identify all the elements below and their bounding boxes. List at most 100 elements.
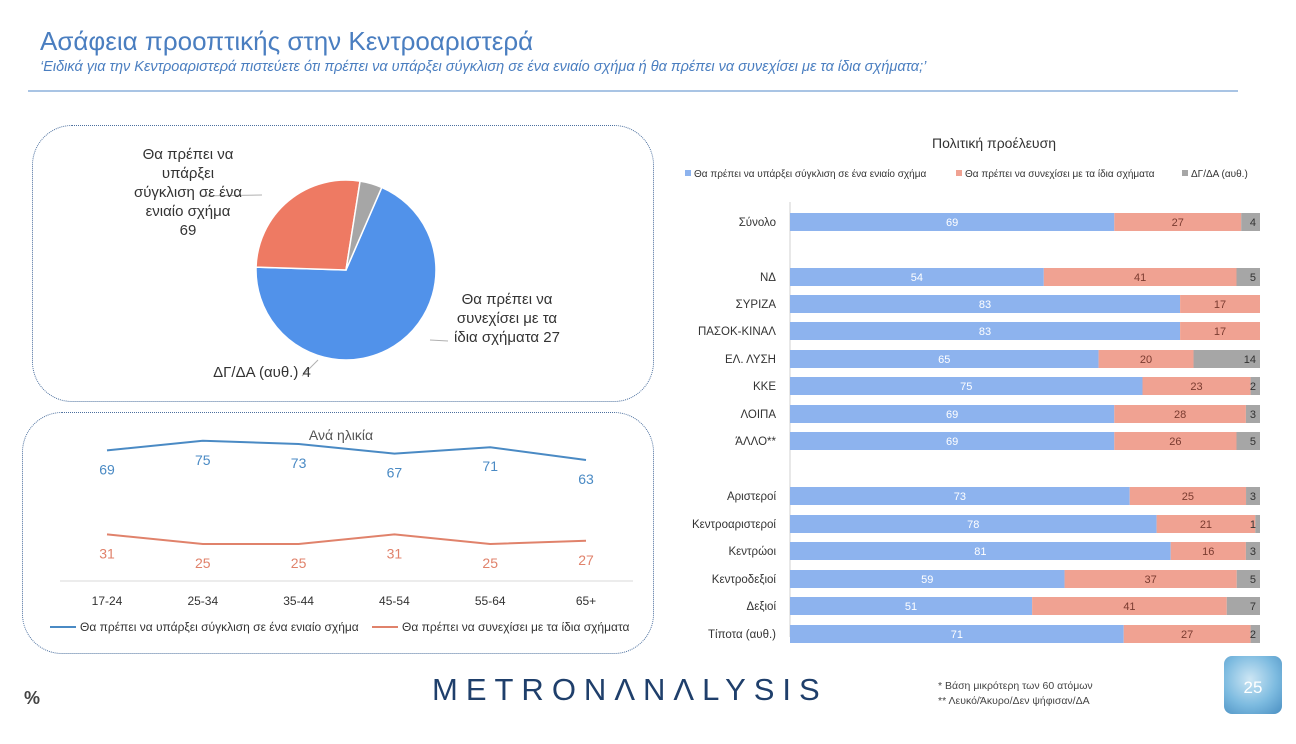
bar-segment (1142, 377, 1251, 395)
bar-segment (1236, 570, 1260, 588)
x-tick-label: 65+ (576, 594, 596, 608)
page-title: Ασάφεια προοπτικής στην Κεντροαριστερά (40, 26, 534, 56)
bar-segment (1180, 322, 1260, 340)
x-tick-label: 17-24 (92, 594, 123, 608)
page-number-badge: 25 (1224, 656, 1282, 714)
bar-segment (790, 432, 1115, 450)
bar-segment (1129, 487, 1247, 505)
legend-label: Θα πρέπει να υπάρξει σύγκλιση σε ένα ενι… (694, 168, 926, 180)
bar-value-label: 69 (946, 436, 958, 448)
data-label: 25 (195, 555, 211, 571)
bar-value-label: 41 (1134, 272, 1146, 284)
bar-value-label: 17 (1214, 299, 1226, 311)
pie-slice (255, 186, 437, 361)
row-label: Δεξιοί (747, 601, 777, 613)
legend-label: Θα πρέπει να υπάρξει σύγκλιση σε ένα ενι… (80, 620, 359, 634)
bar-value-label: 41 (1123, 601, 1135, 613)
row-label: ΛΟΙΠΑ (740, 409, 776, 421)
bar-value-label: 17 (1214, 326, 1226, 338)
pie-leader-line (301, 359, 319, 377)
pie-slice-label: Θα πρέπει να υπάρξει σύγκλιση σε ένα ενιαίο… (134, 146, 242, 239)
pie-chart: Θα πρέπει να υπάρξει σύγκλιση σε ένα ενιαίο… (134, 146, 560, 381)
data-label: 31 (99, 545, 115, 561)
row-label: ΝΔ (760, 272, 776, 284)
bar-value-label: 69 (946, 217, 958, 229)
page-number: 25 (1243, 678, 1263, 697)
bar-segment (1114, 405, 1246, 423)
bar-value-label: 28 (1174, 409, 1186, 421)
legend-label: Θα πρέπει να συνεχίσει με τα ίδια σχήματ… (402, 620, 630, 634)
legend-swatch (685, 170, 691, 176)
bar-segment (1236, 432, 1260, 450)
bar-value-label: 51 (905, 601, 917, 613)
pie-slice-label: ΔΓ/ΔΑ (αυθ.) 4 (213, 364, 311, 381)
bar-segment (1255, 515, 1260, 533)
pie-slice-label: Θα πρέπει να συνεχίσει με τα ίδια σχήματα … (454, 291, 560, 346)
bar-value-label: 7 (1250, 601, 1256, 613)
bar-segment (790, 515, 1157, 533)
bar-value-label: 3 (1250, 491, 1256, 503)
bar-value-label: 5 (1250, 574, 1256, 586)
pie-chart-panel (32, 125, 654, 402)
bar-value-label: 26 (1169, 436, 1181, 448)
footnote-blank: ** Λευκό/Άκυρο/Δεν ψήφισαν/ΔΑ (938, 695, 1090, 707)
bar-segment (1114, 213, 1242, 231)
series-line (106, 533, 587, 546)
data-label: 63 (578, 471, 594, 487)
data-label: 67 (387, 465, 403, 481)
row-label: ΣΥΡΙΖΑ (736, 299, 777, 311)
row-label: ΆΛΛΟ** (735, 436, 776, 448)
bar-value-label: 14 (1244, 354, 1256, 366)
bar-value-label: 27 (1181, 629, 1193, 641)
bar-segment (1098, 350, 1194, 368)
data-label: 71 (482, 458, 498, 474)
pie-leader-line (199, 194, 263, 197)
data-label: 31 (387, 545, 403, 561)
x-tick-label: 35-44 (283, 594, 314, 608)
bar-segment (1064, 570, 1237, 588)
x-tick-label: 25-34 (187, 594, 218, 608)
bar-segment (790, 213, 1115, 231)
data-label: 25 (291, 555, 307, 571)
bar-value-label: 16 (1202, 546, 1214, 558)
bar-value-label: 78 (967, 519, 979, 531)
bar-segment (790, 487, 1130, 505)
metron-analysis-logo: METRONΛNΛLYSIS (432, 672, 828, 707)
bar-segment (1114, 432, 1237, 450)
bar-value-label: 71 (951, 629, 963, 641)
bar-segment (790, 295, 1181, 313)
bar-value-label: 69 (946, 409, 958, 421)
bar-segment (1193, 350, 1260, 368)
bar-segment (1032, 597, 1227, 615)
row-label: Κεντροαριστεροί (692, 519, 776, 531)
bar-segment (1241, 213, 1260, 231)
bar-value-label: 1 (1250, 519, 1256, 531)
legend-swatch (956, 170, 962, 176)
bar-segment (1250, 377, 1260, 395)
bar-segment (790, 542, 1171, 560)
bar-value-label: 27 (1172, 217, 1184, 229)
pie-slice (255, 179, 361, 271)
row-label: Σύνολο (739, 217, 776, 229)
bar-chart-title: Πολιτική προέλευση (932, 135, 1056, 151)
bar-value-label: 20 (1140, 354, 1152, 366)
footnotes: * Βάση μικρότερη των 60 ατόμων ** Λευκό/… (938, 679, 1093, 709)
bar-value-label: 83 (979, 326, 991, 338)
row-label: ΚΚΕ (753, 381, 776, 393)
pie-leader-line (429, 339, 449, 342)
bar-segment (1245, 542, 1260, 560)
bar-value-label: 2 (1250, 381, 1256, 393)
bar-segment (790, 405, 1115, 423)
bar-segment (790, 377, 1143, 395)
bar-value-label: 83 (979, 299, 991, 311)
age-line-chart: Ανά ηλικία 17-24 25-34 35-44 45-54 55-64 65+ 69… (50, 427, 633, 634)
row-label: Κεντροδεξιοί (712, 574, 777, 586)
bar-value-label: 4 (1250, 217, 1256, 229)
data-label: 69 (99, 461, 115, 477)
bar-segment (790, 322, 1181, 340)
data-label: 27 (578, 552, 594, 568)
bar-value-label: 75 (960, 381, 972, 393)
bar-value-label: 2 (1250, 629, 1256, 641)
age-chart-panel (22, 412, 654, 654)
bar-value-label: 21 (1200, 519, 1212, 531)
